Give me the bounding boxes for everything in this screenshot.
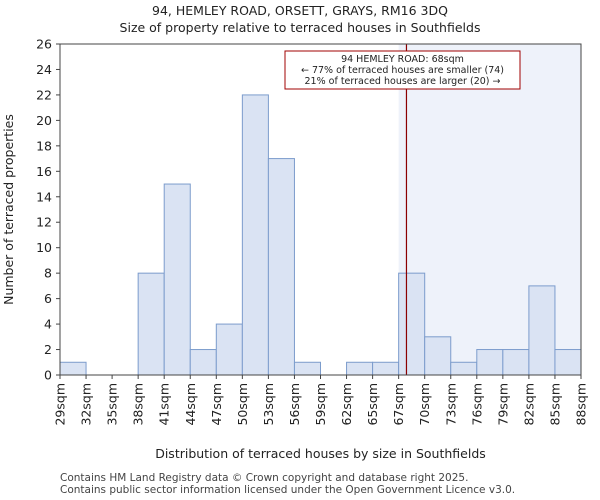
x-tick-label: 62sqm xyxy=(339,383,354,426)
bar-47sqm xyxy=(215,323,243,376)
bar-62sqm xyxy=(346,361,374,376)
footer-licence: Contains public sector information licen… xyxy=(60,484,516,496)
y-tick-label: 14 xyxy=(36,189,52,204)
bar-82sqm xyxy=(528,285,556,376)
x-tick-label: 53sqm xyxy=(261,383,276,426)
x-tick-label: 70sqm xyxy=(417,383,432,426)
bar-65sqm xyxy=(372,361,400,376)
bar-73sqm xyxy=(450,361,478,376)
x-tick-label: 67sqm xyxy=(391,383,406,426)
x-tick-label: 76sqm xyxy=(469,383,484,426)
annotation-box: 94 HEMLEY ROAD: 68sqm ← 77% of terraced … xyxy=(284,50,521,90)
footer-copyright: Contains HM Land Registry data © Crown c… xyxy=(60,472,469,484)
bar-76sqm xyxy=(476,349,504,376)
bar-29sqm xyxy=(59,361,87,376)
y-tick-label: 20 xyxy=(36,113,52,128)
x-tick-label: 79sqm xyxy=(495,383,510,426)
y-tick-label: 12 xyxy=(36,215,52,230)
annotation-line-2: ← 77% of terraced houses are smaller (74… xyxy=(301,65,504,76)
bar-53sqm xyxy=(267,158,295,376)
annotation-line-3: 21% of terraced houses are larger (20) → xyxy=(305,76,501,87)
y-tick-label: 0 xyxy=(44,368,52,383)
bar-70sqm xyxy=(424,336,452,376)
y-axis-label: Number of terraced properties xyxy=(1,114,16,305)
bar-38sqm xyxy=(137,272,165,376)
y-tick-label: 10 xyxy=(36,240,52,255)
y-tick-label: 6 xyxy=(44,291,52,306)
x-tick-label: 65sqm xyxy=(365,383,380,426)
x-axis-label: Distribution of terraced houses by size … xyxy=(155,446,486,461)
bar-79sqm xyxy=(502,349,530,376)
y-tick-label: 2 xyxy=(44,342,52,357)
x-tick-label: 85sqm xyxy=(547,383,562,426)
bar-50sqm xyxy=(241,94,269,376)
bar-85sqm xyxy=(554,349,582,376)
annotation-line-1: 94 HEMLEY ROAD: 68sqm xyxy=(341,54,464,65)
y-tick-label: 22 xyxy=(36,87,52,102)
bar-56sqm xyxy=(293,361,322,376)
y-tick-label: 4 xyxy=(44,317,52,332)
y-tick-label: 24 xyxy=(36,62,52,77)
x-tick-label: 88sqm xyxy=(574,383,589,426)
chart-subtitle: Size of property relative to terraced ho… xyxy=(119,20,481,35)
x-tick-label: 59sqm xyxy=(313,383,328,426)
chart-title: 94, HEMLEY ROAD, ORSETT, GRAYS, RM16 3DQ xyxy=(152,3,448,18)
x-tick-label: 47sqm xyxy=(209,383,224,426)
bar-44sqm xyxy=(189,349,217,376)
y-tick-label: 8 xyxy=(44,266,52,281)
x-tick-label: 35sqm xyxy=(105,383,120,426)
bar-41sqm xyxy=(163,183,191,376)
x-tick-label: 29sqm xyxy=(53,383,68,426)
y-tick-label: 26 xyxy=(36,37,52,52)
x-tick-label: 38sqm xyxy=(131,383,146,426)
bar-67sqm xyxy=(398,272,426,376)
y-tick-label: 16 xyxy=(36,164,52,179)
x-tick-label: 56sqm xyxy=(287,383,302,426)
x-tick-label: 32sqm xyxy=(79,383,94,426)
x-tick-label: 73sqm xyxy=(443,383,458,426)
y-tick-label: 18 xyxy=(36,138,52,153)
x-tick-label: 50sqm xyxy=(235,383,250,426)
x-tick-label: 41sqm xyxy=(157,383,172,426)
x-tick-label: 44sqm xyxy=(183,383,198,426)
x-tick-label: 82sqm xyxy=(521,383,536,426)
